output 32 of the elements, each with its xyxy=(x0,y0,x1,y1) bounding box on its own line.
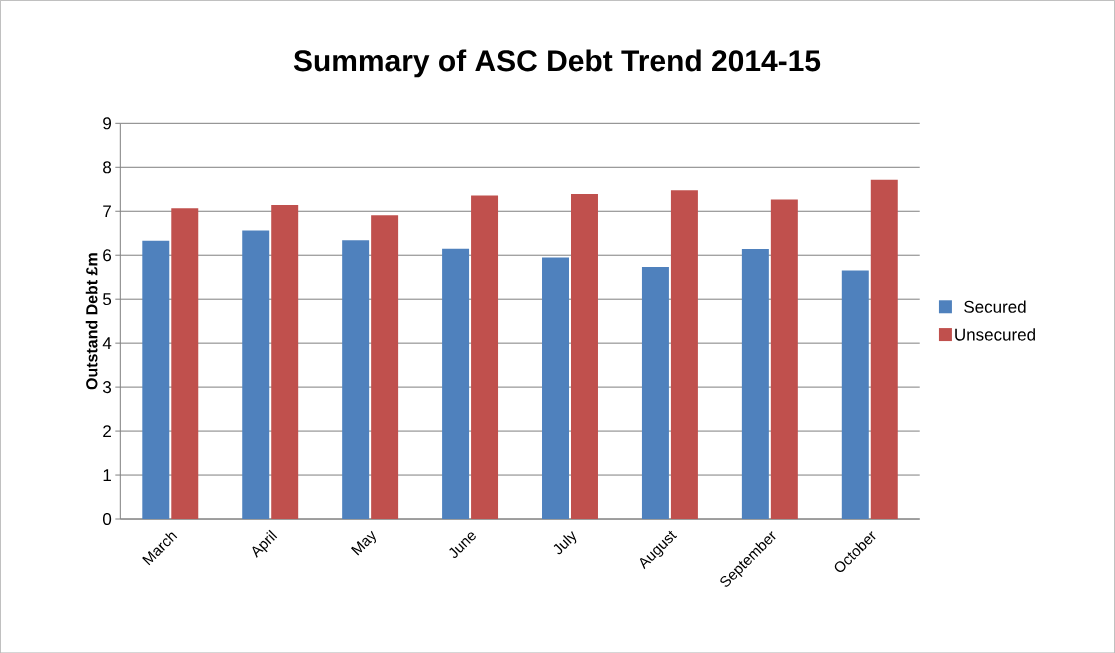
bar xyxy=(770,199,798,519)
x-tick-label: May xyxy=(350,530,377,556)
bar xyxy=(171,208,199,519)
bar xyxy=(142,240,170,519)
y-tick-label: 1 xyxy=(103,469,111,481)
y-tick-label: 6 xyxy=(103,249,112,262)
y-tick-label: 0 xyxy=(103,512,112,525)
bar xyxy=(670,189,698,519)
bar xyxy=(442,248,470,519)
y-tick-label: 4 xyxy=(102,337,112,349)
bar xyxy=(271,204,299,519)
y-tick-label: 2 xyxy=(103,425,111,437)
y-axis-title: Outstand Debt £m xyxy=(85,253,98,390)
bar xyxy=(641,266,669,519)
legend-label: Secured xyxy=(964,300,1026,313)
bar xyxy=(542,257,569,519)
bar xyxy=(870,179,898,519)
bar xyxy=(841,270,869,519)
y-tick-label: 7 xyxy=(103,205,111,217)
bar xyxy=(741,248,769,519)
legend-label: Unsecured xyxy=(955,328,1035,341)
y-tick-label: 5 xyxy=(103,293,112,305)
bar xyxy=(342,240,370,519)
bar xyxy=(242,230,270,519)
y-tick-label: 9 xyxy=(103,117,111,130)
bar xyxy=(571,193,598,519)
y-tick-label: 3 xyxy=(102,380,112,393)
bar xyxy=(471,195,499,519)
bar xyxy=(371,215,399,519)
chart-title: Summary of ASC Debt Trend 2014-15 xyxy=(293,49,821,78)
x-tick-label: July xyxy=(553,530,577,555)
y-tick-label: 8 xyxy=(103,161,112,174)
